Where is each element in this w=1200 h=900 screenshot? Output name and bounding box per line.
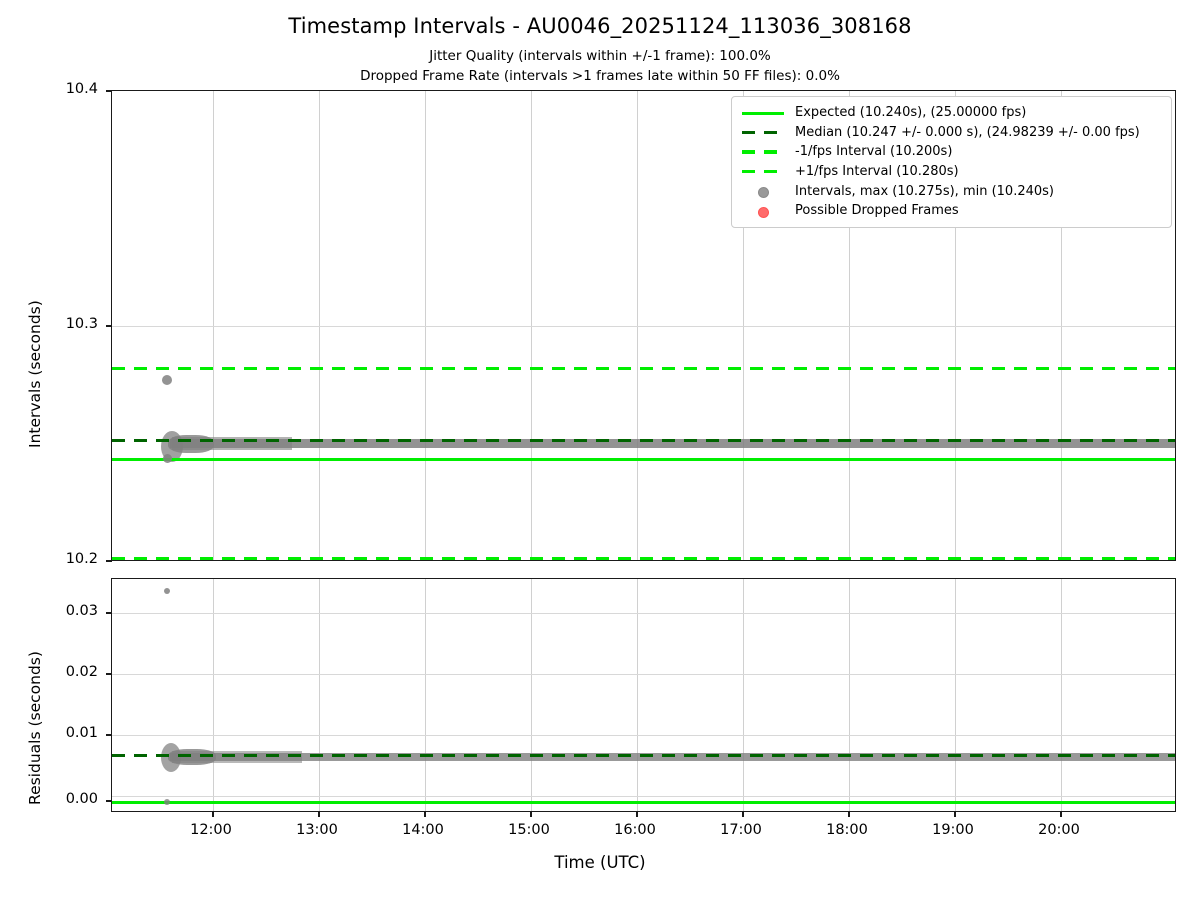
ytick-mark bbox=[106, 673, 112, 675]
legend-key-line-dashed bbox=[740, 145, 786, 159]
median-residual-line bbox=[112, 754, 1175, 758]
minus-one-fps-line bbox=[112, 557, 1175, 560]
gridline-v bbox=[743, 91, 745, 560]
zero-residual-line bbox=[112, 801, 1175, 804]
expected-line bbox=[112, 458, 1175, 461]
legend-key-dot-gray bbox=[740, 184, 786, 199]
legend-label: +1/fps Interval (10.280s) bbox=[795, 164, 959, 180]
gridline-h bbox=[112, 326, 1175, 328]
xtick-label-1800: 18:00 bbox=[826, 822, 868, 838]
gridline-h bbox=[112, 674, 1175, 676]
chart-subtitle-dropped: Dropped Frame Rate (intervals >1 frames … bbox=[360, 68, 840, 84]
legend-entry-median[interactable]: Median (10.247 +/- 0.000 s), (24.98239 +… bbox=[740, 123, 1163, 143]
ytick-mark bbox=[106, 734, 112, 736]
median-line bbox=[112, 439, 1175, 443]
xtick-label-1600: 16:00 bbox=[614, 822, 656, 838]
xtick-label-1300: 13:00 bbox=[296, 822, 338, 838]
xtick-mark bbox=[318, 811, 320, 817]
legend-entry-plus-fps[interactable]: +1/fps Interval (10.280s) bbox=[740, 162, 1163, 182]
xtick-label-1500: 15:00 bbox=[508, 822, 550, 838]
xtick-mark bbox=[848, 811, 850, 817]
xtick-label-1400: 14:00 bbox=[402, 822, 444, 838]
ytick-label-0-03: 0.03 bbox=[65, 603, 98, 619]
ytick-mark bbox=[106, 800, 112, 802]
legend[interactable]: Expected (10.240s), (25.00000 fps) Media… bbox=[731, 96, 1172, 228]
gridline-v bbox=[637, 579, 639, 811]
xtick-mark bbox=[424, 811, 426, 817]
gridline-v bbox=[637, 91, 639, 560]
ytick-label-0-02: 0.02 bbox=[65, 664, 98, 680]
y-axis-label-residuals: Residuals (seconds) bbox=[26, 651, 44, 805]
ytick-mark bbox=[106, 612, 112, 614]
ytick-label-10-4: 10.4 bbox=[65, 81, 98, 97]
gridline-v bbox=[1061, 579, 1063, 811]
scatter-point bbox=[164, 799, 170, 805]
chart-subtitle-jitter: Jitter Quality (intervals within +/-1 fr… bbox=[429, 48, 771, 64]
xtick-label-1700: 17:00 bbox=[720, 822, 762, 838]
ytick-label-10-3: 10.3 bbox=[65, 316, 98, 332]
xtick-label-1200: 12:00 bbox=[190, 822, 232, 838]
gridline-v bbox=[319, 91, 321, 560]
gridline-v bbox=[743, 579, 745, 811]
scatter-point-outlier bbox=[164, 588, 170, 594]
xtick-mark bbox=[530, 811, 532, 817]
gridline-v bbox=[531, 579, 533, 811]
ytick-mark bbox=[106, 325, 112, 327]
xtick-mark bbox=[742, 811, 744, 817]
gridline-v bbox=[531, 91, 533, 560]
ytick-label-0-00: 0.00 bbox=[65, 791, 98, 807]
xtick-label-2000: 20:00 bbox=[1038, 822, 1080, 838]
gridline-v bbox=[955, 579, 957, 811]
legend-key-dot-red bbox=[740, 204, 786, 218]
legend-entry-expected[interactable]: Expected (10.240s), (25.00000 fps) bbox=[740, 103, 1163, 123]
ytick-label-0-01: 0.01 bbox=[65, 725, 98, 741]
gridline-v bbox=[849, 579, 851, 811]
residuals-plot-area bbox=[112, 579, 1175, 811]
plus-one-fps-line bbox=[112, 367, 1175, 371]
xtick-mark bbox=[954, 811, 956, 817]
legend-entry-dropped-frames[interactable]: Possible Dropped Frames bbox=[740, 201, 1163, 221]
gridline-v bbox=[319, 579, 321, 811]
legend-key-line-dashed bbox=[740, 125, 786, 139]
legend-label: Possible Dropped Frames bbox=[795, 203, 959, 219]
legend-label: -1/fps Interval (10.200s) bbox=[795, 144, 953, 160]
intervals-plot-area bbox=[112, 91, 1175, 560]
y-axis-label-intervals: Intervals (seconds) bbox=[26, 300, 44, 448]
legend-key-line-solid bbox=[740, 106, 786, 120]
gridline-v bbox=[849, 91, 851, 560]
x-axis-label: Time (UTC) bbox=[554, 853, 646, 872]
gridline-v bbox=[1061, 91, 1063, 560]
ytick-mark bbox=[106, 560, 112, 562]
xtick-mark bbox=[212, 811, 214, 817]
gridline-v bbox=[425, 579, 427, 811]
ytick-label-10-2: 10.2 bbox=[65, 551, 98, 567]
xtick-label-1900: 19:00 bbox=[932, 822, 974, 838]
gridline-v bbox=[425, 91, 427, 560]
legend-label: Median (10.247 +/- 0.000 s), (24.98239 +… bbox=[795, 124, 1140, 140]
gridline-v bbox=[213, 91, 215, 560]
legend-label: Expected (10.240s), (25.00000 fps) bbox=[795, 105, 1027, 121]
legend-entry-minus-fps[interactable]: -1/fps Interval (10.200s) bbox=[740, 142, 1163, 162]
legend-label: Intervals, max (10.275s), min (10.240s) bbox=[795, 183, 1054, 199]
legend-key-line-dashed bbox=[740, 165, 786, 179]
ytick-mark bbox=[106, 90, 112, 92]
legend-entry-intervals[interactable]: Intervals, max (10.275s), min (10.240s) bbox=[740, 181, 1163, 201]
intervals-scatter-band bbox=[170, 439, 1175, 448]
xtick-mark bbox=[1060, 811, 1062, 817]
gridline-h bbox=[112, 735, 1175, 737]
scatter-point-outlier bbox=[162, 375, 172, 385]
chart-title: Timestamp Intervals - AU0046_20251124_11… bbox=[288, 14, 912, 38]
scatter-point bbox=[163, 454, 172, 463]
gridline-v bbox=[213, 579, 215, 811]
residuals-panel bbox=[106, 578, 1176, 817]
gridline-h bbox=[112, 613, 1175, 615]
gridline-v bbox=[955, 91, 957, 560]
xtick-mark bbox=[636, 811, 638, 817]
gridline-h bbox=[112, 796, 1175, 798]
